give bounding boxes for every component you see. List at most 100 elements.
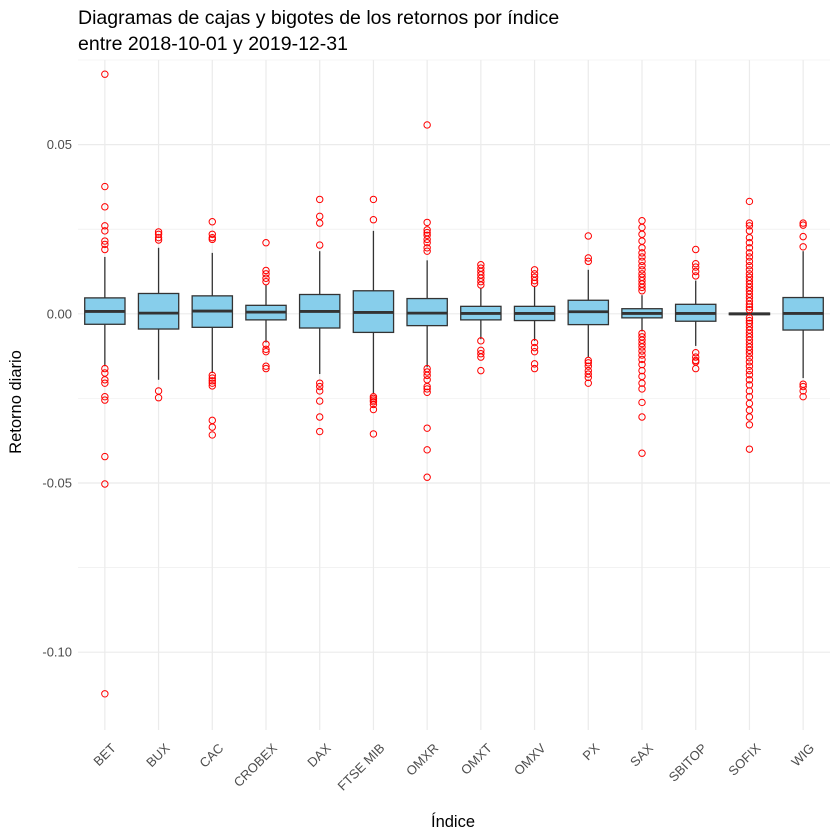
outlier-point xyxy=(101,240,109,249)
x-tick-label: SAX xyxy=(627,740,656,769)
outlier-point xyxy=(423,385,431,393)
outlier-point xyxy=(101,364,109,373)
outlier-point xyxy=(101,222,109,230)
y-tick-label: 0.00 xyxy=(47,306,72,321)
outlier-point xyxy=(101,376,109,384)
outlier-point xyxy=(745,249,754,257)
outlier-point xyxy=(584,370,592,378)
outlier-point xyxy=(584,359,592,367)
x-tick-label: BUX xyxy=(143,740,173,770)
outlier-point xyxy=(262,347,270,356)
outlier-point xyxy=(745,306,754,314)
outlier-point xyxy=(745,362,754,370)
x-tick-label: WIG xyxy=(788,740,817,769)
outlier-point xyxy=(638,366,646,375)
outlier-point xyxy=(101,245,109,254)
outlier-point xyxy=(316,219,324,227)
outlier-point xyxy=(692,349,700,357)
outlier-point xyxy=(262,274,270,282)
outlier-point xyxy=(154,394,163,402)
outlier-point xyxy=(101,396,109,404)
outlier-point xyxy=(638,449,646,457)
outlier-point xyxy=(799,232,807,241)
outlier-point xyxy=(101,227,109,235)
outlier-point xyxy=(638,339,646,348)
box-bux xyxy=(137,228,180,402)
outlier-point xyxy=(638,257,646,266)
outlier-point xyxy=(799,221,807,229)
outlier-point xyxy=(584,356,592,365)
outlier-point xyxy=(208,377,216,385)
outlier-point xyxy=(745,370,754,379)
outlier-point xyxy=(745,266,754,274)
outlier-point xyxy=(154,228,163,236)
outlier-point xyxy=(101,690,109,698)
outlier-point xyxy=(208,230,216,238)
outlier-point xyxy=(262,277,270,286)
outlier-point xyxy=(745,262,754,270)
outlier-point xyxy=(692,364,700,373)
boxes-layer xyxy=(84,70,824,698)
outlier-point xyxy=(316,382,324,391)
outlier-point xyxy=(262,270,270,278)
outlier-point xyxy=(745,233,754,242)
x-tick-label: BET xyxy=(90,740,119,769)
outlier-point xyxy=(154,236,163,244)
y-tick-labels: 0.05 0.00 -0.05 -0.10 xyxy=(42,137,72,660)
x-tick-label: OMXV xyxy=(511,740,549,778)
outlier-point xyxy=(799,382,807,391)
chart-title-line-1: Diagramas de cajas y bigotes de los reto… xyxy=(78,7,559,29)
outlier-point xyxy=(638,266,646,274)
outlier-point xyxy=(316,379,324,387)
outlier-point xyxy=(638,287,646,295)
outlier-point xyxy=(638,385,646,393)
box-omxv xyxy=(513,266,556,373)
outlier-point xyxy=(584,257,592,266)
box-wig xyxy=(782,219,824,401)
outlier-point xyxy=(530,343,539,352)
outlier-point xyxy=(423,382,431,391)
outlier-point xyxy=(692,267,700,276)
outlier-point xyxy=(692,353,700,361)
x-tick-labels: BET BUX CAC CROBEX DAX FTSE MIB OMXR OMXT OMXV PX… xyxy=(90,740,817,793)
outlier-point xyxy=(262,239,270,247)
outlier-point xyxy=(423,371,431,380)
box-omxt xyxy=(460,261,502,375)
outlier-point xyxy=(423,446,431,454)
outlier-point xyxy=(692,272,700,280)
outlier-point xyxy=(316,241,324,249)
outlier-point xyxy=(477,350,485,358)
outlier-point xyxy=(584,232,592,240)
x-tick-label: OMXR xyxy=(403,740,441,778)
outlier-point xyxy=(101,70,109,78)
outlier-point xyxy=(745,314,754,322)
x-tick-label: OMXT xyxy=(458,740,495,777)
box-bet xyxy=(84,70,126,698)
outlier-point xyxy=(530,364,539,373)
box-cac xyxy=(191,218,234,439)
outlier-point xyxy=(262,362,270,370)
outlier-point xyxy=(745,358,754,366)
outlier-point xyxy=(101,237,109,245)
outlier-point xyxy=(638,398,646,407)
outlier-point xyxy=(101,182,109,191)
outlier-point xyxy=(369,405,378,414)
outlier-point xyxy=(423,218,431,227)
outlier-point xyxy=(101,203,109,211)
outlier-point xyxy=(638,283,646,292)
outlier-point xyxy=(208,423,216,431)
outlier-point xyxy=(423,121,431,129)
outlier-point xyxy=(262,266,270,275)
outlier-point xyxy=(423,424,431,432)
outlier-point xyxy=(745,387,754,395)
outlier-point xyxy=(262,364,270,373)
box-dax xyxy=(298,195,341,436)
outlier-point xyxy=(638,413,646,421)
iqr-box xyxy=(137,292,180,330)
x-tick-label: SBITOP xyxy=(666,740,710,784)
outlier-point xyxy=(101,379,109,387)
outlier-point xyxy=(799,243,807,251)
outlier-point xyxy=(692,245,700,254)
box-ftse-mib xyxy=(352,195,395,438)
outlier-point xyxy=(638,347,646,355)
